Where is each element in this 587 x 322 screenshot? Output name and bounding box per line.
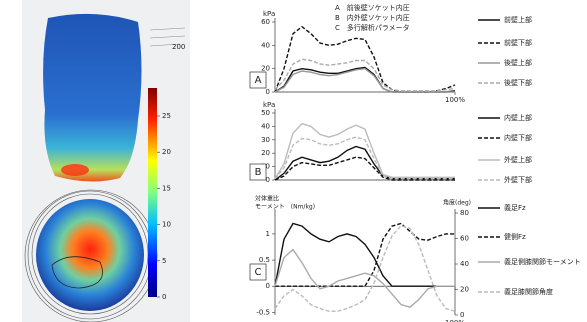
legend-label: 義足Fz <box>504 204 584 213</box>
header-line: B 内外壁ソケット内圧 <box>335 13 410 22</box>
legend-label: 義足側膝関節モーメント <box>504 258 584 267</box>
series-line <box>275 59 455 91</box>
header-line: C 多行解析パラメータ <box>335 23 410 32</box>
series-line <box>275 157 455 180</box>
y-axis-label: 対体重比 <box>255 195 279 203</box>
y-axis-label: モーメント (Nm/kg) <box>255 204 315 211</box>
y-tick-label: 40 <box>261 41 270 49</box>
y-tick-label: 0.5 <box>259 256 270 264</box>
legend-label: 外壁上部 <box>504 156 584 165</box>
hot-spot <box>61 164 89 176</box>
y2-tick-label: 60 <box>460 235 469 243</box>
y-tick-label: 40 <box>261 122 270 130</box>
y2-tick-label: 20 <box>460 286 469 294</box>
legend-label: 外壁下部 <box>504 176 584 185</box>
series-line <box>275 69 455 92</box>
y2-tick-label: 40 <box>460 260 469 268</box>
series-line <box>275 226 455 311</box>
colorbar-tick-label: 25 <box>162 112 171 120</box>
legend-label: 健側Fz <box>504 233 584 242</box>
chart: 200 A 前後壁ソケット内圧 B 内外壁ソケット内圧 C 多行解析パラメータ … <box>0 0 587 322</box>
colorbar-tick-label: 0 <box>162 293 166 301</box>
legend-label: 後壁下部 <box>504 79 584 88</box>
colorbar-tick-label: 15 <box>162 184 171 192</box>
legend-label: 前壁上部 <box>504 16 584 25</box>
x-tick-label: 100% <box>445 96 465 104</box>
socket-top-view <box>36 199 144 311</box>
colorbar <box>148 88 157 297</box>
socket-side-view <box>43 14 141 182</box>
figure: 200 A 前後壁ソケット内圧 B 内外壁ソケット内圧 C 多行解析パラメータ … <box>0 0 587 322</box>
y-tick-label: -0.5 <box>256 308 270 316</box>
y-tick-label: 60 <box>261 18 270 26</box>
header-line: A 前後壁ソケット内圧 <box>335 3 410 12</box>
series-line <box>275 124 455 179</box>
y-tick-label: 0 <box>266 282 270 290</box>
y-tick-label: 50 <box>261 109 270 117</box>
y-tick-label: 0 <box>266 88 270 96</box>
y2-tick-label: 0 <box>460 311 464 319</box>
panel-label: C <box>255 267 262 278</box>
legend-label: 内壁上部 <box>504 114 584 123</box>
y-tick-label: 20 <box>261 65 270 73</box>
y-tick-label: 1 <box>266 230 270 238</box>
y-tick-label: 30 <box>261 136 270 144</box>
panel-label: A <box>255 75 262 86</box>
y2-axis-label: 角度(deg) <box>443 199 471 207</box>
y-axis-label: kPa <box>263 10 275 18</box>
scale-label: 200 <box>172 43 185 51</box>
legend-label: 義足膝関節角度 <box>504 288 584 297</box>
legend-label: 後壁上部 <box>504 59 584 68</box>
y-axis-label: kPa <box>263 101 275 109</box>
colorbar-tick-label: 5 <box>162 257 166 265</box>
series-line <box>275 224 455 287</box>
colorbar-tick-label: 20 <box>162 148 171 156</box>
y2-tick-label: 80 <box>460 209 469 217</box>
legend-label: 前壁下部 <box>504 39 584 48</box>
panel-label: B <box>255 167 262 178</box>
series-line <box>275 27 455 92</box>
series-line <box>275 224 455 287</box>
colorbar-tick-label: 10 <box>162 221 171 229</box>
y-tick-label: 20 <box>261 149 270 157</box>
legend-label: 内壁下部 <box>504 134 584 143</box>
